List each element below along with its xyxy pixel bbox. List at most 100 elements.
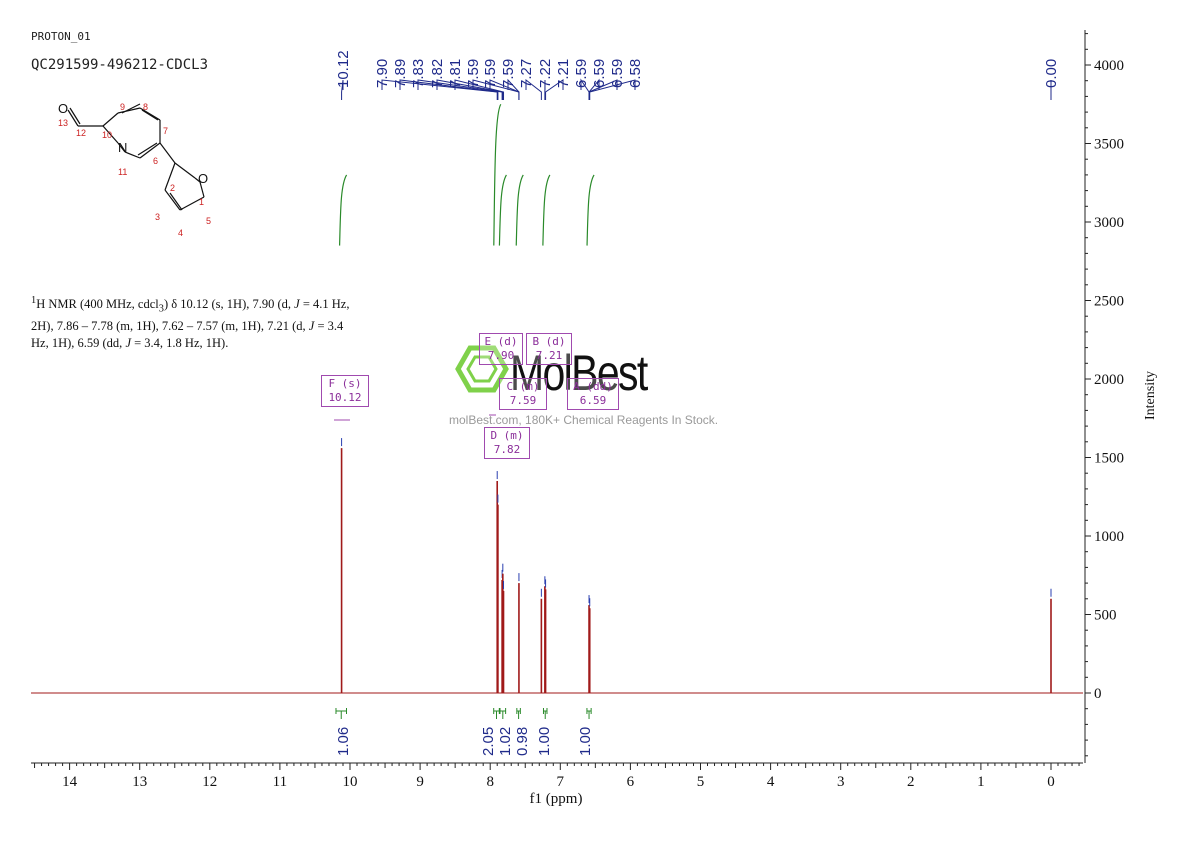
molecule-atom: 3 xyxy=(155,212,160,222)
molecule-atom: 1 xyxy=(199,197,204,207)
desc-line3a: Hz, 1H), 6.59 (dd, xyxy=(31,335,126,350)
peak-leader xyxy=(399,79,499,100)
multiplet-f-label: F (s) xyxy=(328,377,362,390)
nmr-description: 1H NMR (400 MHz, cdcl3) δ 10.12 (s, 1H),… xyxy=(31,292,401,352)
molecule-atom: N xyxy=(118,140,127,155)
integral-value: 1.02 xyxy=(497,727,514,756)
multiplet-e-label: E (d) xyxy=(484,335,518,348)
desc-sub: 3 xyxy=(158,303,164,315)
multiplet-f-value: 10.12 xyxy=(328,391,362,404)
peak-leader xyxy=(436,79,504,100)
molecule-atom: 13 xyxy=(58,118,68,128)
y-axis-label: Intensity xyxy=(1143,371,1158,420)
molecule-atom: 5 xyxy=(206,216,211,226)
multiplet-c-label: C (m) xyxy=(506,380,540,393)
x-tick-label: 0 xyxy=(1047,774,1055,790)
desc-line1a: H NMR (400 MHz, cdcl xyxy=(36,297,159,312)
peak-leader xyxy=(589,79,636,100)
molecule-atom: 12 xyxy=(76,128,86,138)
molecule-bond xyxy=(121,103,141,114)
desc-line1c: = 4.1 Hz, xyxy=(299,297,350,312)
watermark-logo-icon xyxy=(455,345,509,393)
integral-curve xyxy=(493,103,502,246)
molecule-structure: O 13 12 9 8 10 7 N 11 6 2 O 15 3 4 xyxy=(58,101,211,238)
integral-curve xyxy=(542,174,551,246)
molecule-atom: 6 xyxy=(153,156,158,166)
peak-label: 6.59 xyxy=(609,59,626,88)
molecule-bond xyxy=(139,142,161,159)
x-tick-label: 14 xyxy=(62,774,78,790)
molecule-bond xyxy=(164,189,181,211)
multiplet-a-value: 6.59 xyxy=(579,394,607,407)
x-tick-label: 7 xyxy=(557,774,565,790)
y-tick-label: 4000 xyxy=(1094,58,1124,74)
peak-leader xyxy=(507,78,520,100)
molecule-bond xyxy=(124,151,141,159)
molecule-atom: 8 xyxy=(143,102,148,112)
y-tick-label: 1000 xyxy=(1094,529,1124,545)
experiment-name: PROTON_01 xyxy=(31,30,91,43)
peak-label: 7.27 xyxy=(518,59,535,88)
multiplet-c-value: 7.59 xyxy=(509,394,537,407)
molecule-bond xyxy=(117,107,141,114)
integral-value: 0.98 xyxy=(514,727,531,756)
peak-label: 7.21 xyxy=(555,59,572,88)
molecule-atom: O xyxy=(198,171,208,186)
molecule-bond xyxy=(194,177,201,183)
molecule-bond xyxy=(159,142,176,164)
molecule-bond xyxy=(174,162,196,179)
x-tick-label: 3 xyxy=(837,774,845,790)
multiplet-c: C (m) 7.59 xyxy=(499,378,547,410)
multiplet-d-label: D (m) xyxy=(490,429,524,442)
multiplet-a: A (dd) 6.59 xyxy=(567,378,619,410)
peak-leader xyxy=(454,79,505,100)
molecule-bond xyxy=(179,196,205,211)
integral-curve xyxy=(338,174,348,246)
molecule-atom: O xyxy=(58,101,68,116)
watermark-subtitle: molBest.com, 180K+ Chemical Reagents In … xyxy=(449,413,719,427)
peak-label: 6.59 xyxy=(591,59,608,88)
molecule-bond xyxy=(137,142,158,156)
x-tick-label: 2 xyxy=(907,774,915,790)
molecule-atom: 9 xyxy=(120,102,125,112)
y-tick-label: 3500 xyxy=(1094,137,1124,153)
x-tick-label: 1 xyxy=(977,774,985,790)
molecule-bond xyxy=(67,109,79,127)
peak-label: 7.59 xyxy=(482,59,499,88)
peak-leader xyxy=(545,79,564,100)
multiplet-a-label: A (dd) xyxy=(573,380,613,393)
molecule-atom: 2 xyxy=(170,183,175,193)
x-tick-label: 9 xyxy=(416,774,424,790)
integral-value: 1.06 xyxy=(335,727,352,756)
desc-superscript: 1 xyxy=(31,295,37,306)
x-tick-label: 6 xyxy=(627,774,635,790)
integral-value: 2.05 xyxy=(480,727,497,756)
y-tick-label: 1500 xyxy=(1094,451,1124,467)
peak-label: 6.59 xyxy=(573,59,590,88)
desc-j2: J xyxy=(308,318,315,333)
spectrum-trace xyxy=(31,438,1083,694)
y-tick-label: 2000 xyxy=(1094,372,1124,388)
desc-line3b: = 3.4, 1.8 Hz, 1H). xyxy=(131,335,229,350)
peak-leader xyxy=(525,78,542,100)
desc-line2b: = 3.4 xyxy=(314,318,344,333)
y-tick-label: 500 xyxy=(1094,608,1117,624)
peak-leader-lines: 10.12 7.90 7.89 7.83 7.82 7.81 7.59 7.59 7.59 7.2… xyxy=(335,50,1060,100)
x-tick-label: 4 xyxy=(767,774,775,790)
integral-curve xyxy=(586,174,595,246)
y-tick-label: 0 xyxy=(1094,686,1102,702)
peak-label: 7.59 xyxy=(465,59,482,88)
molecule-bond xyxy=(199,181,205,198)
multiplet-d-value: 7.82 xyxy=(493,443,521,456)
molecule-bond xyxy=(102,125,119,144)
integral-curve xyxy=(498,174,507,246)
integral-value: 1.00 xyxy=(536,727,553,756)
integrals: 1.06 2.05 1.02 0.98 1.00 1.00 xyxy=(334,414,594,756)
multiplet-e-value: 7.90 xyxy=(487,349,515,362)
molecule-bond xyxy=(164,162,176,191)
multiplet-d: D (m) 7.82 xyxy=(484,427,530,459)
multiplet-b-label: B (d) xyxy=(532,335,566,348)
x-axis-label: f1 (ppm) xyxy=(530,791,583,807)
integral-curve xyxy=(515,174,524,246)
